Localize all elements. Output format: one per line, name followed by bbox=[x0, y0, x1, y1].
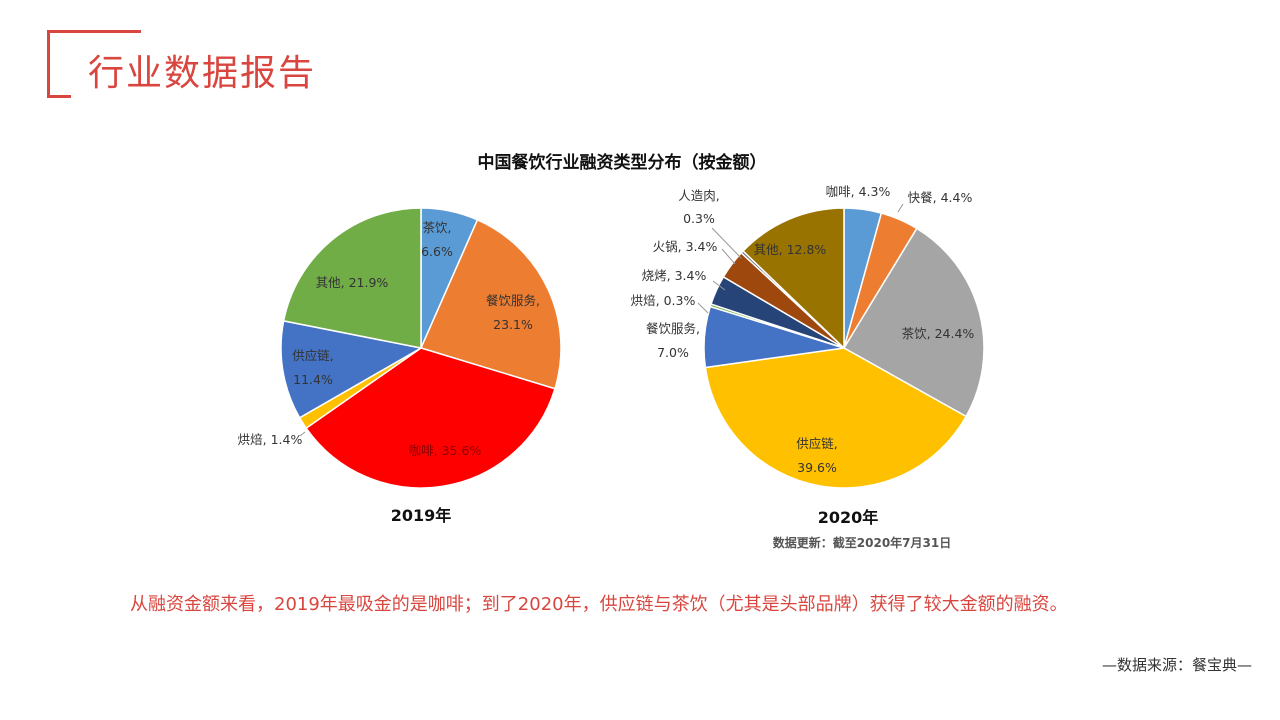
data-label: 茶饮, 24.4% bbox=[902, 326, 975, 341]
data-label: 其他, 12.8% bbox=[754, 242, 827, 257]
pie-slice bbox=[282, 207, 422, 349]
data-label-value: 23.1% bbox=[493, 317, 533, 332]
pie-slice bbox=[280, 320, 424, 419]
pie-slice bbox=[305, 347, 556, 489]
data-label-name: 供应链, bbox=[292, 348, 333, 363]
label-leader-line bbox=[897, 203, 904, 213]
label-leader-line bbox=[697, 302, 709, 314]
title-bracket-foot bbox=[47, 95, 71, 98]
label-leader-line bbox=[721, 248, 736, 265]
data-label-value: 7.0% bbox=[657, 345, 689, 360]
data-label-value: 39.6% bbox=[797, 460, 837, 475]
page-title: 行业数据报告 bbox=[88, 53, 317, 94]
data-label: 烘焙, 1.4% bbox=[238, 432, 303, 447]
pie-slice bbox=[742, 207, 845, 350]
data-source: —数据来源：餐宝典— bbox=[1101, 656, 1252, 674]
data-label-name: 人造肉, bbox=[678, 188, 719, 203]
chart-title: 中国餐饮行业融资类型分布（按金额） bbox=[478, 152, 767, 173]
label-leader-line bbox=[712, 280, 726, 291]
data-label-value: 0.3% bbox=[683, 211, 715, 226]
chart-year-label: 2020年 bbox=[818, 508, 879, 527]
data-label: 快餐, 4.4% bbox=[908, 190, 973, 205]
pie-slice bbox=[704, 347, 968, 489]
data-label-value: 11.4% bbox=[293, 372, 333, 387]
pie-slice bbox=[419, 218, 562, 390]
data-label-name: 供应链, bbox=[796, 436, 837, 451]
chart-year-label: 2019年 bbox=[391, 506, 452, 525]
data-label-name: 茶饮, bbox=[423, 220, 452, 235]
pie-slice bbox=[842, 227, 985, 418]
data-label: 其他, 21.9% bbox=[316, 275, 389, 290]
data-label-name: 餐饮服务, bbox=[646, 321, 700, 336]
data-label: 烘焙, 0.3% bbox=[631, 293, 696, 308]
summary-text: 从融资金额来看，2019年最吸金的是咖啡；到了2020年，供应链与茶饮（尤其是头… bbox=[130, 594, 1068, 615]
data-label-value: 6.6% bbox=[421, 244, 453, 259]
data-update-note: 数据更新：截至2020年7月31日 bbox=[773, 535, 951, 550]
data-label: 咖啡, 4.3% bbox=[826, 184, 891, 199]
data-label: 火锅, 3.4% bbox=[653, 239, 718, 254]
data-label: 咖啡, 35.6% bbox=[409, 443, 482, 458]
data-label-name: 餐饮服务, bbox=[486, 293, 540, 308]
label-leader-line bbox=[299, 431, 306, 437]
title-bracket bbox=[47, 30, 141, 96]
label-leader-line bbox=[711, 227, 742, 259]
data-label: 烧烤, 3.4% bbox=[642, 268, 707, 283]
